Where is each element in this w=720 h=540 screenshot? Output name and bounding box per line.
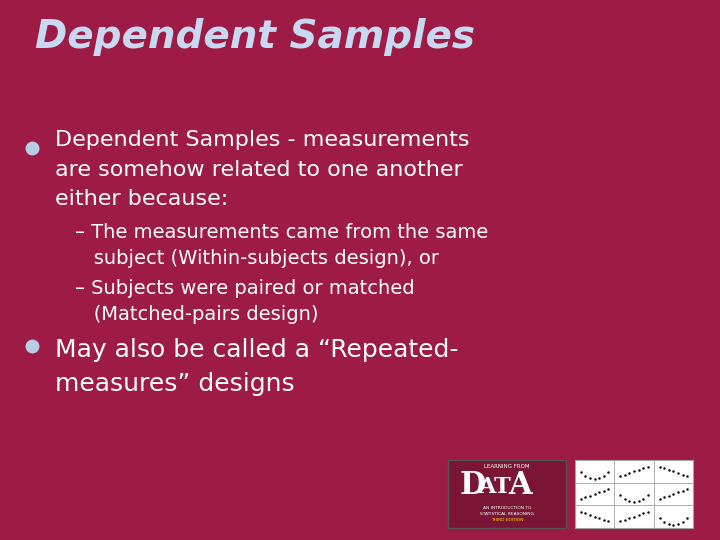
Text: D: D [460,470,487,501]
Bar [654,460,693,483]
Bar [654,505,693,528]
Text: – Subjects were paired or matched: – Subjects were paired or matched [75,279,415,298]
Text: May also be called a “Repeated-: May also be called a “Repeated- [55,339,459,362]
Text: Dependent Samples: Dependent Samples [35,18,475,56]
Text: AN INTRODUCTION TO: AN INTRODUCTION TO [483,506,531,510]
Text: Dependent Samples - measurements: Dependent Samples - measurements [55,130,469,150]
Text: either because:: either because: [55,189,228,209]
Text: are somehow related to one another: are somehow related to one another [55,160,463,180]
Bar [575,505,614,528]
Bar [614,483,654,505]
Bar [448,460,566,528]
Text: – The measurements came from the same: – The measurements came from the same [75,223,488,242]
Text: THIRD EDITION: THIRD EDITION [491,518,523,522]
Text: (Matched-pairs design): (Matched-pairs design) [75,305,318,323]
Text: subject (Within-subjects design), or: subject (Within-subjects design), or [75,249,439,268]
Text: STATISTICAL REASONING: STATISTICAL REASONING [480,512,534,516]
Bar [575,460,693,528]
Text: LEARNING FROM: LEARNING FROM [485,464,530,469]
Bar [575,483,614,505]
Bar [614,460,654,483]
Bar [575,460,614,483]
Text: A: A [508,470,531,501]
Bar [614,505,654,528]
Text: AT: AT [478,476,510,498]
Bar [654,483,693,505]
Text: measures” designs: measures” designs [55,372,294,396]
